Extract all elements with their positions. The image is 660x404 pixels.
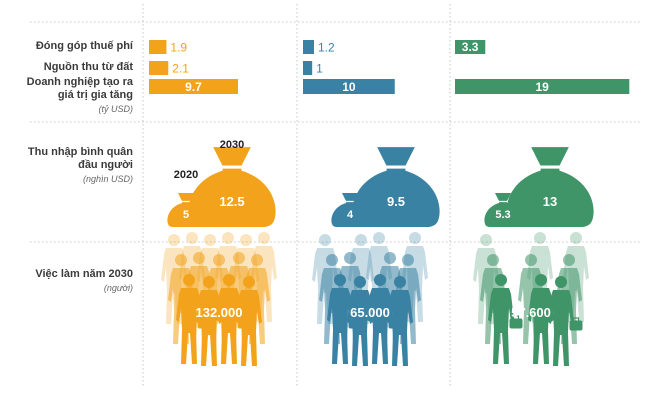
money-bag-2030 xyxy=(506,147,594,227)
year-2030-label: 2030 xyxy=(220,139,244,151)
bar-tax xyxy=(149,40,167,54)
bar-value_added xyxy=(455,79,630,94)
label-jobs-unit: (người) xyxy=(103,283,133,293)
data-labels: 1.9 2.1 9.7 1.2 1 10 3.3 19 5 12.5 4 9.5 5.3 13 2020 20… xyxy=(170,40,557,320)
worker-groups xyxy=(161,232,589,366)
bar-label-value_added: 10 xyxy=(342,80,356,94)
bar-land xyxy=(149,61,169,75)
label-land: Nguồn thu từ đất xyxy=(43,61,133,73)
money-bag-2030-label: 13 xyxy=(543,194,557,209)
label-value-unit: (tỷ USD) xyxy=(98,104,134,114)
bar-land xyxy=(303,61,313,75)
money-bag-2020-label: 5.3 xyxy=(495,209,510,221)
bar-tax xyxy=(303,40,315,54)
money-bag-2030 xyxy=(352,147,440,227)
money-bag-2020-label: 5 xyxy=(183,209,189,221)
money-bag-2020-label: 4 xyxy=(347,209,354,221)
bar-value_added xyxy=(149,79,238,94)
label-tax: Đóng góp thuế phí xyxy=(35,40,133,52)
bar-label-value_added: 19 xyxy=(535,80,549,94)
label-income-unit: (nghìn USD) xyxy=(82,174,133,184)
bar-label-tax: 1.9 xyxy=(170,41,187,55)
bar-tax xyxy=(455,40,486,54)
money-bags xyxy=(167,147,594,227)
money-bag-2030 xyxy=(188,147,276,227)
bar-label-tax: 1.2 xyxy=(318,41,335,55)
bar-marks xyxy=(149,40,630,94)
money-bag-2030-label: 12.5 xyxy=(219,194,244,209)
bar-label-land: 2.1 xyxy=(172,62,189,76)
label-income-2: đầu người xyxy=(78,159,133,171)
bar-label-tax: 3.3 xyxy=(462,40,479,54)
label-jobs: Việc làm năm 2030 xyxy=(35,268,133,280)
label-value-added-1: Doanh nghiệp tạo ra xyxy=(26,76,133,88)
jobs-label: 57.600 xyxy=(511,305,551,320)
bar-label-land: 1 xyxy=(316,62,323,76)
year-2020-label: 2020 xyxy=(174,169,198,181)
money-bag-2030-label: 9.5 xyxy=(387,194,405,209)
bar-label-value_added: 9.7 xyxy=(185,80,202,94)
label-income-1: Thu nhập bình quân xyxy=(27,146,133,158)
bar-value_added xyxy=(303,79,395,94)
label-value-added-2: giá trị gia tăng xyxy=(57,89,133,101)
jobs-label: 65.000 xyxy=(350,305,390,320)
jobs-label: 132.000 xyxy=(196,305,243,320)
